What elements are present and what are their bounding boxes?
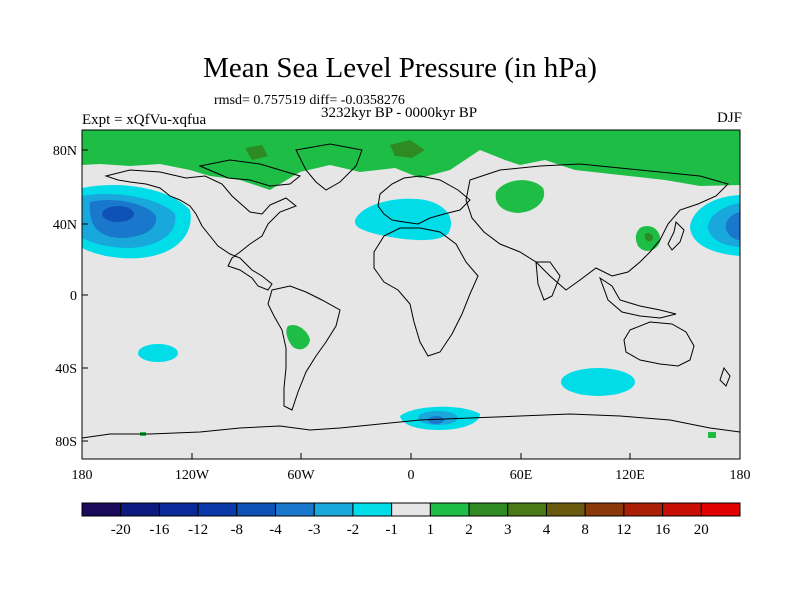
lon-label-0: 0 bbox=[408, 468, 415, 483]
lat-label-80s: 80S bbox=[55, 435, 77, 450]
east-asia-strong bbox=[644, 233, 653, 242]
colorbar-box bbox=[236, 502, 277, 517]
season-label: DJF bbox=[716, 110, 742, 126]
lon-label-180e: 180 bbox=[730, 468, 751, 483]
colorbar-label: -4 bbox=[269, 522, 282, 538]
plot-title: Mean Sea Level Pressure (in hPa) bbox=[203, 52, 597, 84]
map-background bbox=[82, 130, 740, 459]
colorbar-box bbox=[81, 502, 122, 517]
lon-label-60w: 60W bbox=[287, 468, 315, 483]
lon-label-120w: 120W bbox=[175, 468, 210, 483]
coast-africa bbox=[373, 227, 479, 357]
experiment-label: Expt = xQfVu-xqfua bbox=[82, 112, 207, 128]
coast-india bbox=[535, 261, 561, 301]
colorbar-label: -1 bbox=[385, 522, 398, 538]
colorbar-label: -8 bbox=[231, 522, 244, 538]
coast-south-america bbox=[267, 285, 341, 411]
coastlines bbox=[82, 143, 740, 439]
lon-label-120e: 120E bbox=[615, 468, 645, 483]
colorbar-box bbox=[429, 502, 470, 517]
colorbar-box bbox=[120, 502, 160, 517]
colorbar-box bbox=[468, 502, 509, 517]
pacific-low-inner-east bbox=[725, 212, 740, 240]
lat-label-0: 0 bbox=[70, 289, 77, 304]
colorbar-label: 3 bbox=[504, 522, 512, 538]
colorbar-box bbox=[584, 502, 625, 517]
colorbar-label: -2 bbox=[347, 522, 360, 538]
arctic-positive-region bbox=[82, 130, 740, 190]
colorbar-box bbox=[391, 502, 431, 517]
colorbar-box bbox=[352, 502, 393, 517]
coast-southeast-asia bbox=[599, 276, 677, 319]
stats-label: rmsd= 0.757519 diff= -0.0358276 bbox=[214, 93, 405, 108]
lon-label-180w: 180 bbox=[72, 468, 93, 483]
colorbar-label: -12 bbox=[188, 522, 208, 538]
south-pacific-negative bbox=[138, 344, 178, 362]
colorbar-label: 2 bbox=[465, 522, 473, 538]
lat-label-80n: 80N bbox=[53, 144, 77, 159]
central-asia-positive bbox=[495, 180, 545, 213]
coast-new-zealand bbox=[719, 366, 731, 387]
coast-greenland bbox=[295, 143, 363, 191]
colorbar-label: 4 bbox=[543, 522, 551, 538]
coast-japan bbox=[667, 220, 685, 251]
coast-asia bbox=[465, 163, 729, 291]
lon-label-60e: 60E bbox=[510, 468, 533, 483]
colorbar-label: 12 bbox=[616, 522, 631, 538]
colorbar-label: 20 bbox=[694, 522, 709, 538]
coast-antarctica bbox=[82, 413, 740, 439]
colorbar-label: -20 bbox=[111, 522, 131, 538]
colorbar-label: 16 bbox=[655, 522, 671, 538]
colorbar-box bbox=[507, 502, 547, 517]
colorbar-label: -3 bbox=[308, 522, 321, 538]
coast-australia bbox=[623, 321, 695, 367]
colorbar-label: 8 bbox=[581, 522, 589, 538]
colorbar-label: -16 bbox=[149, 522, 169, 538]
colorbar-box bbox=[700, 502, 741, 517]
arctic-strong-positive-2 bbox=[245, 145, 268, 160]
arctic-strong-positive bbox=[390, 140, 425, 158]
south-indian-negative bbox=[561, 368, 635, 396]
pacific-low-core-west bbox=[102, 206, 134, 222]
colorbar-box bbox=[275, 502, 315, 517]
colorbar-box bbox=[197, 502, 238, 517]
period-label: 3232kyr BP - 0000kyr BP bbox=[321, 105, 478, 121]
antarctic-negative-core bbox=[428, 416, 444, 424]
south-america-positive bbox=[286, 324, 310, 350]
colorbar-label: 1 bbox=[427, 522, 435, 538]
coast-canada-arctic bbox=[198, 159, 302, 187]
colorbar-box bbox=[623, 502, 664, 517]
coast-europe bbox=[377, 175, 471, 225]
colorbar-box bbox=[545, 502, 586, 517]
colorbar-box bbox=[158, 502, 199, 517]
coast-north-america bbox=[104, 169, 297, 291]
lat-label-40s: 40S bbox=[55, 362, 77, 377]
colorbar-box bbox=[662, 502, 702, 517]
colorbar-box bbox=[313, 502, 354, 517]
lat-label-40n: 40N bbox=[53, 218, 77, 233]
colorbar bbox=[81, 502, 741, 517]
